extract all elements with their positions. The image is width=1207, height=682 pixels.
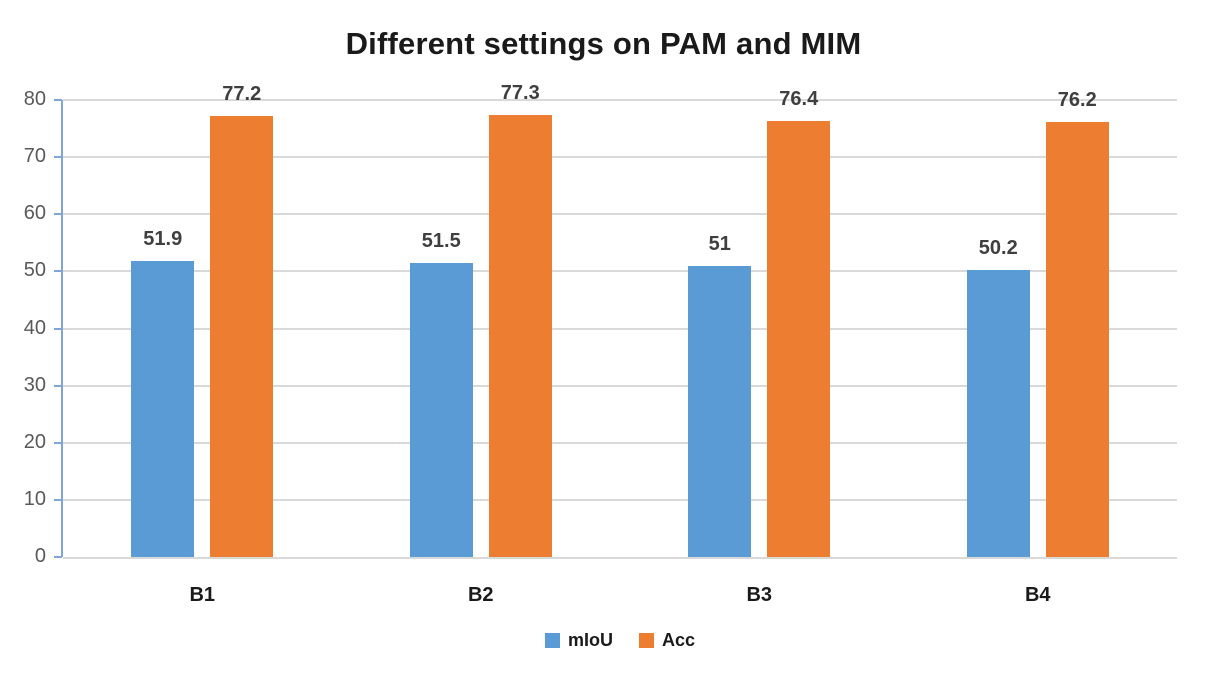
legend-item-acc: Acc xyxy=(638,629,696,651)
gridline xyxy=(63,441,1177,444)
y-axis-tick xyxy=(54,384,62,387)
y-axis-tick xyxy=(54,213,62,216)
y-axis-tick xyxy=(54,327,62,330)
data-label-miou-b4: 50.2 xyxy=(978,237,1018,260)
plot-area: 0 10 20 30 40 50 60 70 80 51.9 77.2 51.5 77.3 51 76.4… xyxy=(24,82,1177,606)
x-axis-label-b2: B2 xyxy=(467,584,494,606)
y-axis-tick-label: 50 xyxy=(23,259,46,282)
legend-label-acc: Acc xyxy=(661,629,696,650)
y-axis-tick-label: 70 xyxy=(23,145,46,168)
y-axis-tick-label: 10 xyxy=(23,487,46,510)
gridline xyxy=(63,156,1177,159)
x-axis-label-b3: B3 xyxy=(746,584,773,606)
y-axis-line xyxy=(61,100,63,557)
y-axis-tick xyxy=(54,498,62,501)
y-axis-tick-label: 30 xyxy=(23,373,46,396)
gridline xyxy=(63,99,1177,101)
legend: mIoU Acc xyxy=(63,629,1177,651)
y-axis-tick xyxy=(54,156,62,159)
data-label-miou-b1: 51.9 xyxy=(143,227,183,250)
data-label-acc-b2: 77.3 xyxy=(500,82,540,105)
y-axis-tick xyxy=(54,556,62,558)
bar-acc-b1 xyxy=(210,116,274,557)
gridline xyxy=(63,498,1177,501)
legend-item-miou: mIoU xyxy=(544,629,613,651)
bar-miou-b3 xyxy=(688,265,752,557)
bar-acc-b4 xyxy=(1045,121,1109,557)
y-axis-tick-label: 20 xyxy=(23,430,46,453)
y-axis-tick xyxy=(54,270,62,273)
y-axis-tick-label: 40 xyxy=(23,316,46,339)
legend-label-miou: mIoU xyxy=(567,629,613,650)
bar-miou-b1 xyxy=(131,260,195,557)
y-axis-tick xyxy=(54,99,62,101)
data-label-acc-b1: 77.2 xyxy=(222,83,262,105)
chart-title: Different settings on PAM and MIM xyxy=(345,26,862,61)
y-axis-tick-label: 0 xyxy=(34,545,46,568)
bar-acc-b2 xyxy=(488,115,552,557)
bar-miou-b4 xyxy=(966,270,1030,557)
y-axis-tick-label: 60 xyxy=(23,202,46,225)
x-axis-label-b4: B4 xyxy=(1024,584,1051,606)
y-axis-tick xyxy=(54,441,62,444)
gridline xyxy=(63,270,1177,273)
gridline xyxy=(63,213,1177,216)
y-axis-tick-label: 80 xyxy=(23,88,46,111)
data-label-acc-b4: 76.2 xyxy=(1057,88,1097,111)
x-axis-label-b1: B1 xyxy=(189,584,216,606)
legend-swatch-acc-icon xyxy=(638,632,654,648)
gridline xyxy=(63,327,1177,330)
data-label-miou-b3: 51 xyxy=(708,232,731,255)
legend-swatch-miou-icon xyxy=(544,632,560,648)
bar-miou-b2 xyxy=(409,262,473,557)
bar-acc-b3 xyxy=(767,120,831,557)
data-label-acc-b3: 76.4 xyxy=(779,87,819,110)
data-label-miou-b2: 51.5 xyxy=(421,229,461,252)
gridline xyxy=(63,384,1177,387)
